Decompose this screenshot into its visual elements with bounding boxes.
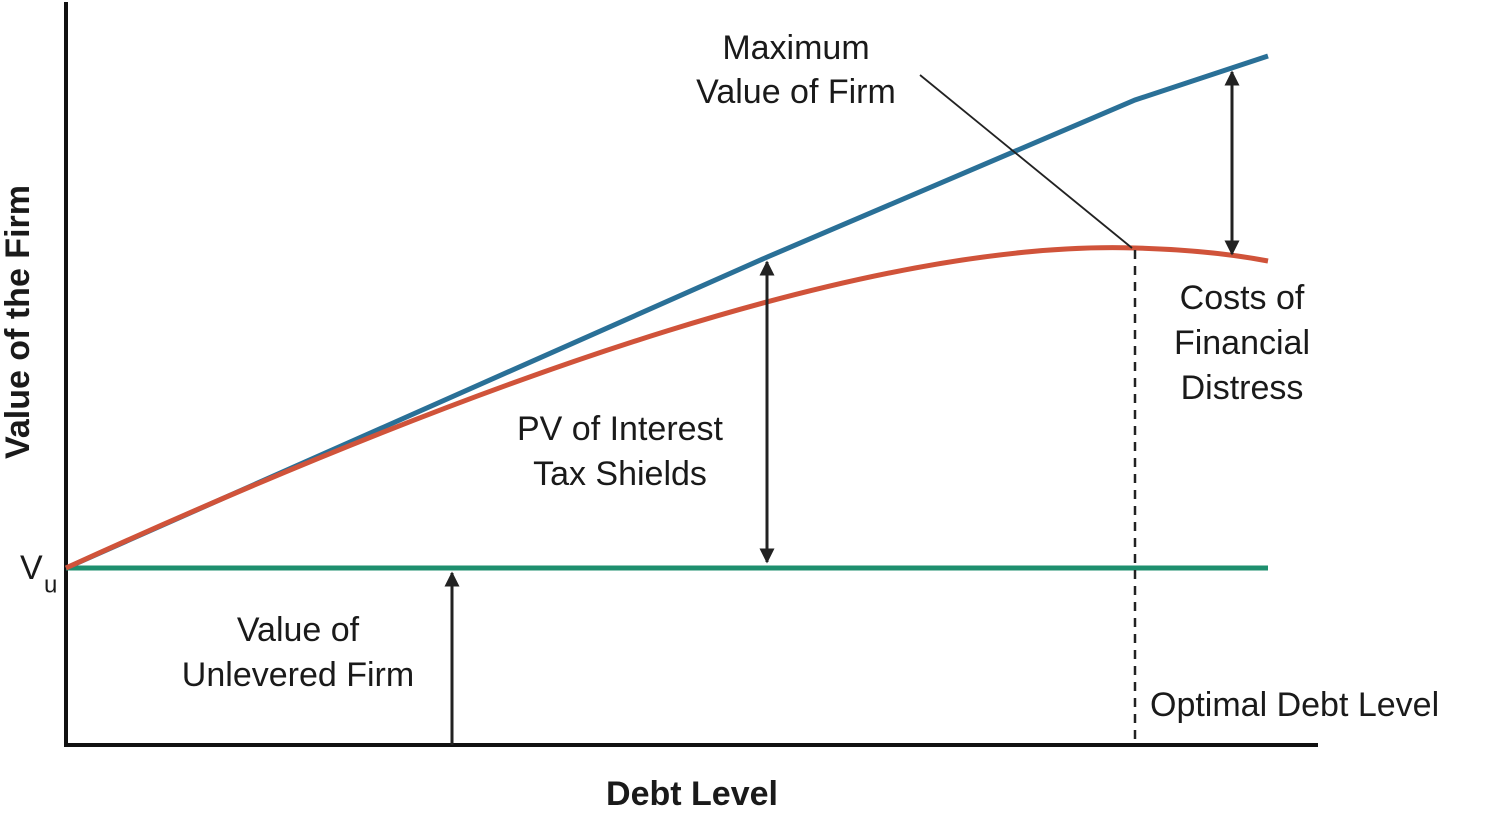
annotation: Distress — [1181, 369, 1304, 407]
vu-subscript: u — [44, 571, 57, 598]
annotation: Financial — [1174, 324, 1310, 362]
annotation: Value of — [237, 611, 360, 649]
leader-line — [919, 74, 1133, 249]
annotation: Tax Shields — [533, 455, 707, 493]
annotation: Optimal Debt Level — [1150, 686, 1439, 724]
y-axis-label: Value of the Firm — [0, 185, 37, 459]
annotation: Unlevered Firm — [182, 656, 414, 694]
vu-label: V — [20, 549, 43, 587]
levered-line — [64, 53, 1269, 571]
distress-curve — [64, 245, 1269, 571]
annotation: PV of Interest — [517, 410, 724, 448]
x-axis-label: Debt Level — [606, 775, 778, 813]
annotation: Maximum — [722, 29, 869, 67]
annotation: Costs of — [1180, 279, 1305, 317]
annotation: Value of Firm — [696, 73, 896, 111]
